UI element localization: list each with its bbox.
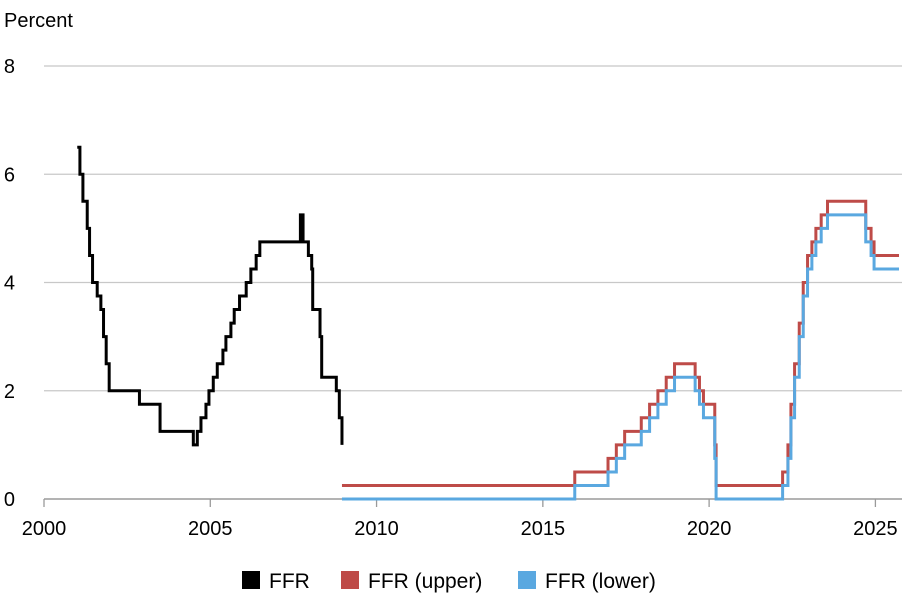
legend-label-1: FFR [269,570,310,593]
legend-label-2: FFR (upper) [368,570,482,593]
legend-label-3: FFR (lower) [545,570,656,593]
x-tick-label: 2000 [22,518,67,540]
y-tick-label: 8 [4,56,15,78]
x-tick-label: 2005 [188,518,233,540]
y-tick-label: 6 [4,164,15,186]
x-tick-label: 2020 [687,518,732,540]
y-tick-label: 4 [4,273,15,295]
series-line-1 [77,145,344,447]
x-tick-labels: 2000 2005 2010 2015 2020 2025 [22,518,898,540]
series-line-3 [341,213,900,501]
legend-swatch-3 [518,571,536,589]
legend-swatch-1 [242,571,260,589]
y-tick-label: 2 [4,381,15,403]
x-tick-label: 2010 [354,518,399,540]
y-axis-title: Percent [4,10,73,32]
x-tick-label: 2025 [853,518,898,540]
series-lines [77,145,900,501]
series-line-2 [341,199,900,487]
y-tick-label: 0 [4,489,15,511]
x-tick-label: 2015 [521,518,566,540]
y-tick-labels: 0 2 4 6 8 [4,56,15,511]
gridlines [43,65,902,507]
legend: FFR FFR (upper) FFR (lower) [242,570,656,593]
legend-swatch-2 [341,571,359,589]
